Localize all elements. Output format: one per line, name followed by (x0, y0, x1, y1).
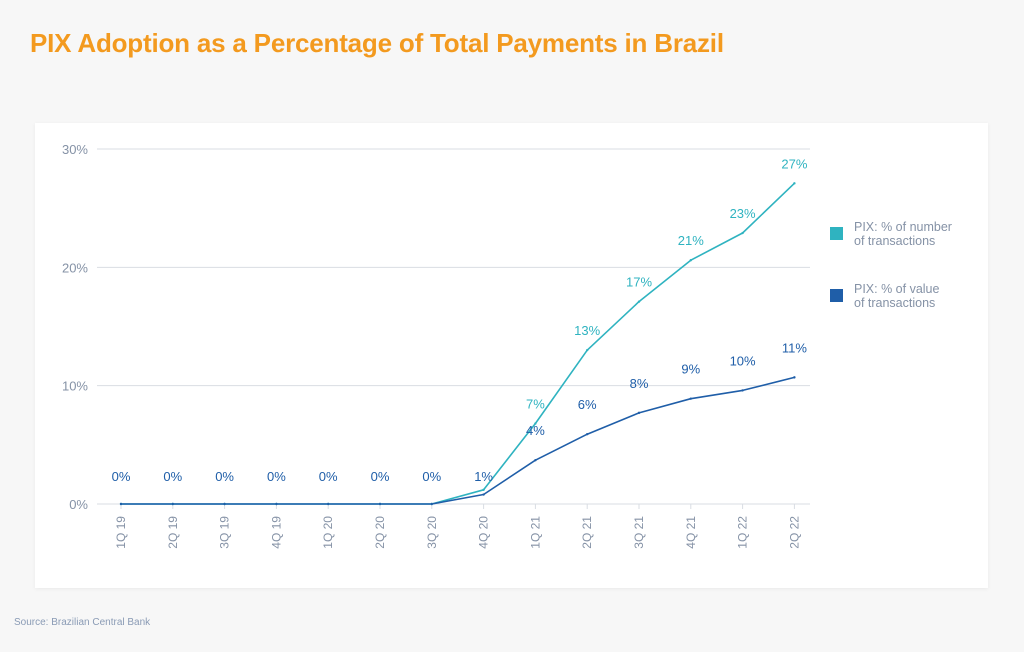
data-label: 9% (681, 362, 700, 377)
data-point (793, 376, 796, 379)
data-point (793, 182, 796, 185)
data-label: 7% (526, 397, 545, 412)
data-point (689, 397, 692, 400)
data-label: 0% (215, 469, 234, 484)
data-point (586, 348, 589, 352)
series-line-value-of-transactions (121, 376, 795, 505)
series-line-number-of-transactions (121, 182, 795, 505)
data-label: 8% (630, 376, 649, 391)
data-point (430, 502, 433, 506)
data-point (378, 502, 382, 506)
legend-label: PIX: % of number (854, 220, 952, 234)
y-tick-label: 10% (62, 379, 88, 394)
data-point (534, 459, 537, 462)
data-point (275, 502, 278, 506)
data-label: 10% (730, 353, 756, 368)
data-label: 13% (574, 323, 600, 338)
legend-label: of transactions (854, 296, 935, 310)
data-label: 17% (626, 275, 652, 290)
data-label: 0% (267, 469, 286, 484)
source-note: Source: Brazilian Central Bank (14, 617, 151, 628)
data-label: 0% (319, 469, 338, 484)
x-tick-label: 4Q 19 (269, 516, 283, 549)
data-point (482, 493, 485, 496)
data-point (327, 502, 330, 506)
chart-card: 0% 10% 20% 30% 1Q 19 2Q 19 3Q 19 4Q 19 1Q 20 2Q 2… (35, 123, 988, 588)
data-label: 27% (781, 156, 807, 171)
data-point (119, 502, 123, 506)
x-tick-label: 3Q 21 (632, 516, 646, 549)
x-tick-label: 2Q 21 (580, 516, 594, 549)
legend-label: PIX: % of value (854, 282, 940, 296)
y-tick-label: 0% (69, 497, 88, 512)
data-point (586, 432, 589, 436)
data-point (741, 231, 744, 235)
x-tick-label: 3Q 20 (425, 516, 439, 549)
x-tick-label: 4Q 21 (684, 516, 698, 549)
chart-title: PIX Adoption as a Percentage of Total Pa… (30, 28, 724, 58)
x-tick-label: 1Q 20 (321, 516, 335, 549)
legend-swatch-value (830, 289, 843, 302)
data-label: 6% (578, 397, 597, 412)
x-tick-label: 3Q 19 (218, 516, 232, 549)
data-point (637, 300, 641, 303)
data-label: 23% (730, 206, 756, 221)
legend-label: of transactions (854, 234, 935, 248)
data-label: 0% (371, 469, 390, 484)
y-tick-label: 20% (62, 260, 88, 275)
x-tick-label: 2Q 20 (373, 516, 387, 549)
data-label: 0% (422, 469, 441, 484)
x-tick-label: 1Q 19 (114, 516, 128, 549)
data-label: 11% (782, 340, 807, 355)
x-tick-label: 1Q 21 (528, 516, 542, 549)
x-tick-label: 1Q 22 (736, 516, 750, 549)
legend-swatch-number (830, 227, 843, 240)
data-label: 21% (678, 233, 704, 248)
x-tick-label: 2Q 22 (787, 516, 801, 549)
data-label: 0% (163, 469, 182, 484)
x-tick-label: 2Q 19 (166, 516, 180, 549)
data-label: 1% (474, 469, 493, 484)
y-tick-label: 30% (62, 142, 88, 157)
data-point (741, 389, 744, 392)
data-label: 4% (526, 423, 545, 438)
data-point (637, 411, 641, 415)
data-point (223, 502, 226, 506)
data-point (482, 488, 485, 491)
x-tick-label: 4Q 20 (477, 516, 491, 549)
data-point (171, 502, 174, 506)
data-point (689, 259, 692, 262)
line-chart: 0% 10% 20% 30% 1Q 19 2Q 19 3Q 19 4Q 19 1Q 20 2Q 2… (62, 142, 952, 549)
data-point (534, 422, 537, 425)
data-label: 0% (112, 469, 131, 484)
